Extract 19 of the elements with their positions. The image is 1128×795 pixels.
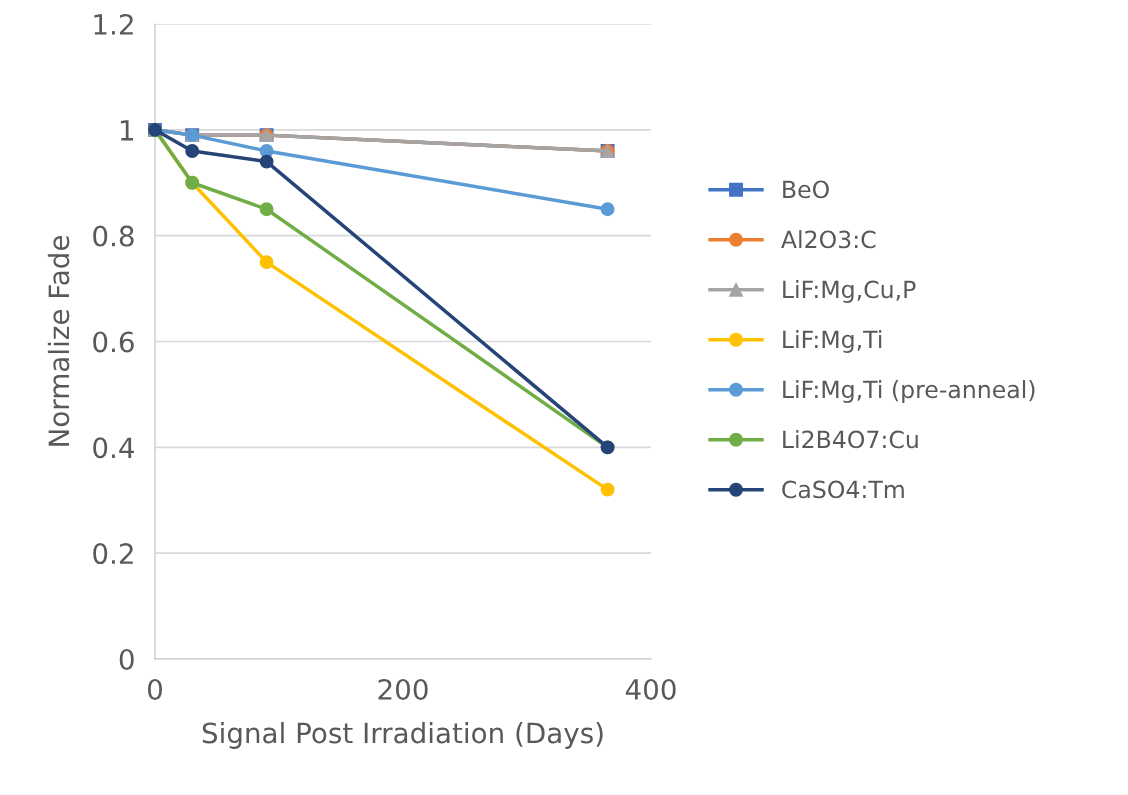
legend-label: BeO — [783, 180, 829, 199]
y-tick-label: 0.4 — [93, 437, 134, 459]
y-axis-title: Normalize Fade — [47, 236, 70, 446]
legend-label: Li2B4O7:Cu — [783, 430, 918, 449]
x-tick-label: 0 — [147, 678, 162, 700]
y-tick-label: 0 — [119, 648, 134, 670]
y-tick-label: 0.8 — [93, 225, 134, 247]
x-tick-label: 200 — [378, 678, 428, 700]
x-tick-label: 400 — [625, 678, 676, 700]
legend-label: LiF:Mg,Ti (pre-anneal) — [783, 380, 1035, 403]
y-tick-label: 0.2 — [93, 543, 133, 565]
y-tick-label: 0.6 — [93, 331, 134, 353]
legend-label: LiF:Mg,Ti — [783, 330, 882, 353]
y-tick-label: 1 — [120, 120, 133, 141]
x-axis-title: Signal Post Irradiation (Days) — [202, 721, 603, 749]
legend-label: Al2O3:C — [781, 230, 876, 249]
y-tick-label: 1.2 — [94, 13, 133, 35]
legend-label: CaSO4:Tm — [782, 480, 904, 499]
legend-label: LiF:Mg,Cu,P — [783, 280, 916, 303]
